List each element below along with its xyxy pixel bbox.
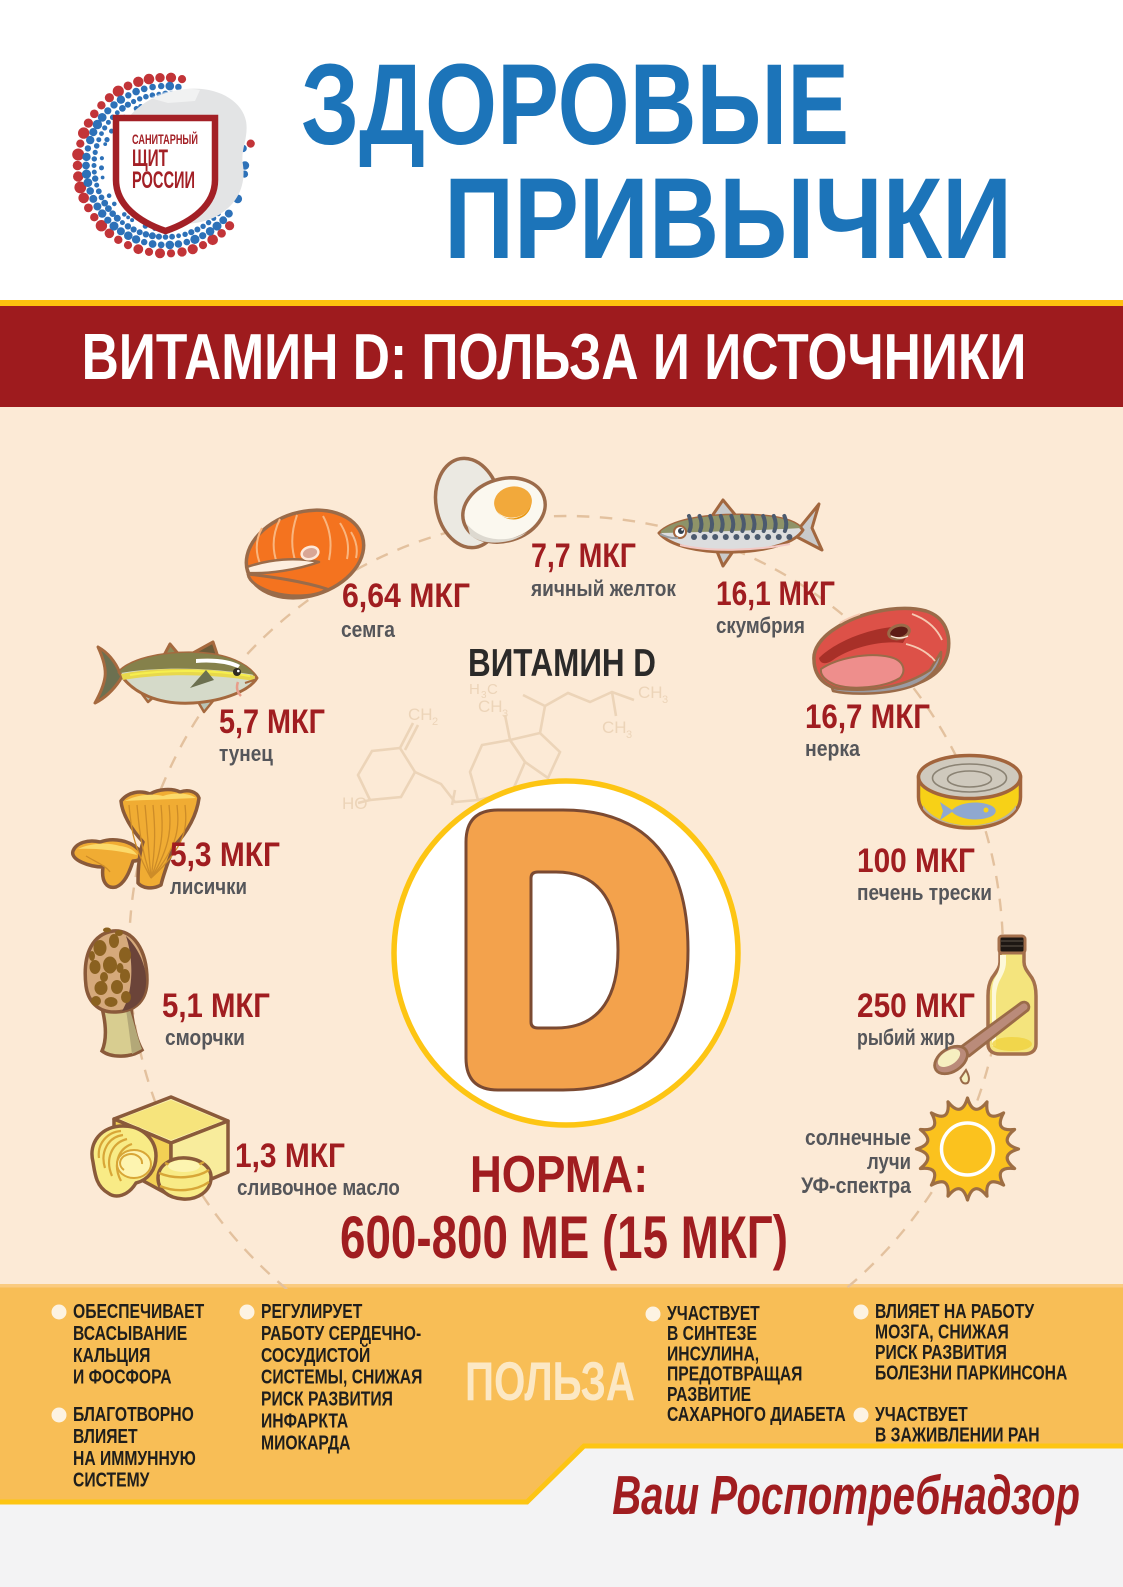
svg-text:ОБЕСПЕЧИВАЕТ: ОБЕСПЕЧИВАЕТ [73, 1299, 204, 1323]
svg-text:САХАРНОГО ДИАБЕТА: САХАРНОГО ДИАБЕТА [667, 1402, 846, 1426]
svg-text:5,1 МКГ: 5,1 МКГ [162, 986, 270, 1025]
svg-text:ВЛИЯЕТ НА РАБОТУ: ВЛИЯЕТ НА РАБОТУ [875, 1299, 1035, 1323]
svg-text:ПРЕДОТВРАЩАЯ: ПРЕДОТВРАЩАЯ [667, 1362, 802, 1386]
svg-text:яичный желток: яичный желток [530, 577, 677, 602]
svg-text:РОССИИ: РОССИИ [132, 167, 195, 194]
svg-text:1,3 МКГ: 1,3 МКГ [235, 1136, 345, 1174]
svg-text:СИСТЕМУ: СИСТЕМУ [73, 1468, 150, 1492]
svg-text:6,64 МКГ: 6,64 МКГ [342, 576, 470, 614]
svg-text:лучи: лучи [867, 1151, 911, 1175]
svg-text:ЩИТ: ЩИТ [132, 146, 169, 172]
svg-text:ИНФАРКТА: ИНФАРКТА [261, 1408, 348, 1432]
svg-text:УЧАСТВУЕТ: УЧАСТВУЕТ [667, 1301, 760, 1325]
svg-text:И ФОСФОРА: И ФОСФОРА [73, 1365, 172, 1389]
svg-text:СИСТЕМЫ, СНИЖАЯ: СИСТЕМЫ, СНИЖАЯ [261, 1365, 422, 1389]
svg-text:2: 2 [432, 716, 438, 728]
svg-text:250 МКГ: 250 МКГ [857, 986, 975, 1024]
svg-text:УФ-спектра: УФ-спектра [801, 1174, 911, 1198]
svg-text:НОРМА:: НОРМА: [470, 1146, 648, 1204]
svg-text:В ЗАЖИВЛЕНИИ РАН: В ЗАЖИВЛЕНИИ РАН [875, 1422, 1040, 1446]
svg-text:C: C [487, 681, 498, 698]
svg-text:ВЛИЯЕТ: ВЛИЯЕТ [73, 1424, 138, 1448]
svg-text:В СИНТЕЗЕ: В СИНТЕЗЕ [667, 1321, 757, 1345]
svg-text:ИНСУЛИНА,: ИНСУЛИНА, [667, 1341, 759, 1365]
svg-text:5,3 МКГ: 5,3 МКГ [170, 835, 280, 873]
svg-text:САНИТАРНЫЙ: САНИТАРНЫЙ [132, 132, 198, 147]
svg-text:Ваш Роспотребнадзор: Ваш Роспотребнадзор [612, 1465, 1080, 1527]
svg-text:МИОКАРДА: МИОКАРДА [261, 1430, 350, 1454]
svg-text:СОСУДИСТОЙ: СОСУДИСТОЙ [261, 1343, 370, 1367]
svg-text:3: 3 [481, 690, 487, 701]
svg-text:тунец: тунец [219, 742, 273, 767]
svg-text:7,7 МКГ: 7,7 МКГ [531, 537, 636, 575]
svg-text:CH: CH [408, 705, 433, 724]
svg-text:лисички: лисички [170, 876, 247, 900]
svg-text:ПРИВЫЧКИ: ПРИВЫЧКИ [444, 154, 1012, 282]
svg-text:солнечные: солнечные [805, 1126, 911, 1150]
svg-text:ЗДОРОВЫЕ: ЗДОРОВЫЕ [301, 40, 849, 169]
svg-text:16,1 МКГ: 16,1 МКГ [716, 574, 835, 612]
svg-text:МОЗГА, СНИЖАЯ: МОЗГА, СНИЖАЯ [875, 1319, 1009, 1343]
svg-text:H: H [469, 681, 480, 698]
svg-text:5,7 МКГ: 5,7 МКГ [219, 702, 325, 741]
svg-text:БОЛЕЗНИ ПАРКИНСОНА: БОЛЕЗНИ ПАРКИНСОНА [875, 1360, 1067, 1384]
svg-text:БЛАГОТВОРНО: БЛАГОТВОРНО [73, 1402, 194, 1426]
svg-text:ВСАСЫВАНИЕ: ВСАСЫВАНИЕ [73, 1321, 187, 1345]
svg-text:НА ИММУННУЮ: НА ИММУННУЮ [73, 1446, 196, 1470]
svg-text:3: 3 [662, 694, 668, 706]
svg-text:ВИТАМИН D: ВИТАМИН D [468, 641, 656, 685]
svg-text:УЧАСТВУЕТ: УЧАСТВУЕТ [875, 1402, 968, 1426]
svg-text:HO: HO [342, 794, 368, 813]
svg-text:сливочное масло: сливочное масло [237, 1177, 400, 1201]
svg-text:печень трески: печень трески [857, 881, 992, 906]
svg-text:РАБОТУ СЕРДЕЧНО-: РАБОТУ СЕРДЕЧНО- [261, 1321, 421, 1345]
svg-text:нерка: нерка [805, 737, 860, 761]
svg-text:3: 3 [502, 708, 508, 720]
svg-text:100 МКГ: 100 МКГ [857, 841, 975, 879]
svg-text:сморчки: сморчки [165, 1026, 245, 1051]
svg-text:CH: CH [638, 683, 663, 702]
svg-text:ПОЛЬЗА: ПОЛЬЗА [465, 1351, 635, 1413]
svg-text:КАЛЬЦИЯ: КАЛЬЦИЯ [73, 1343, 150, 1367]
svg-text:РИСК РАЗВИТИЯ: РИСК РАЗВИТИЯ [261, 1387, 393, 1411]
svg-text:РАЗВИТИЕ: РАЗВИТИЕ [667, 1382, 751, 1406]
svg-text:16,7 МКГ: 16,7 МКГ [805, 697, 930, 735]
svg-text:CH: CH [478, 697, 503, 716]
svg-text:CH: CH [602, 718, 627, 737]
svg-text:скумбрия: скумбрия [716, 615, 805, 639]
svg-text:рыбий жир: рыбий жир [857, 1026, 955, 1050]
svg-text:РЕГУЛИРУЕТ: РЕГУЛИРУЕТ [261, 1299, 362, 1323]
svg-text:РИСК РАЗВИТИЯ: РИСК РАЗВИТИЯ [875, 1340, 1007, 1364]
svg-text:3: 3 [626, 729, 632, 741]
svg-text:семга: семга [341, 618, 395, 643]
svg-text:600-800 МЕ (15 МКГ): 600-800 МЕ (15 МКГ) [340, 1205, 788, 1271]
svg-text:ВИТАМИН D: ПОЛЬЗА И ИСТОЧНИКИ: ВИТАМИН D: ПОЛЬЗА И ИСТОЧНИКИ [82, 321, 1027, 393]
